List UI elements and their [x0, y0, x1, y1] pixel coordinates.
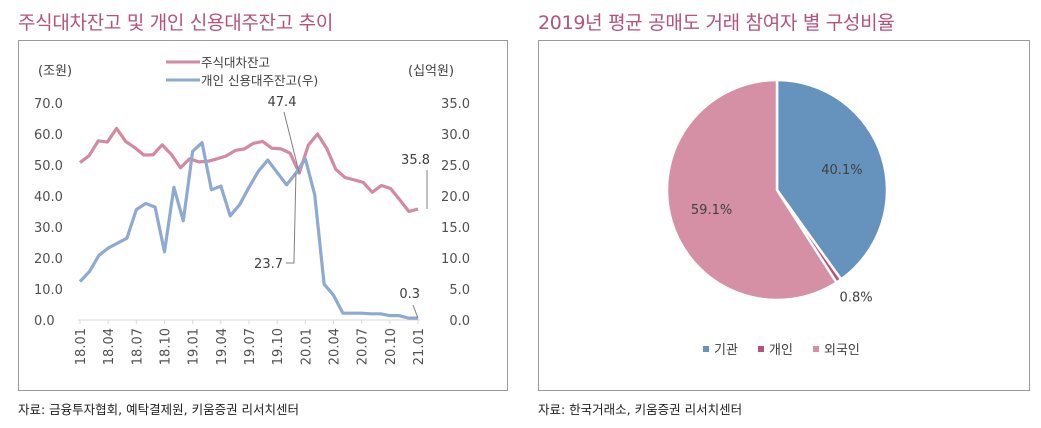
- right-chart-frame: [538, 40, 1030, 391]
- legend-label-retail-short: 개인 신용대주잔고(우): [201, 73, 318, 88]
- legend-swatch: [758, 346, 764, 352]
- x-tick-label: 20.04: [328, 328, 343, 365]
- legend-item-individual: 개인: [758, 343, 793, 358]
- x-tick-label: 18.10: [159, 328, 174, 365]
- legend-label: 외국인: [824, 343, 860, 358]
- y-left-tick-label: 0.0: [34, 314, 55, 329]
- y-left-tick-label: 20.0: [34, 252, 63, 267]
- x-tick-label: 20.07: [356, 328, 371, 365]
- annotation-leader-47-4: [283, 111, 300, 174]
- legend-swatch: [813, 346, 819, 352]
- x-tick-label: 19.04: [215, 328, 230, 365]
- annotation-23-7: 23.7: [254, 257, 283, 272]
- series-line-retail-short: [78, 141, 418, 320]
- y-right-tick-label: 10.0: [441, 252, 470, 267]
- pie-slice-foreigner: [665, 78, 838, 302]
- annotation-leader-23-7: [285, 173, 297, 264]
- x-tick-label: 21.01: [412, 328, 427, 365]
- x-tick-label: 20.01: [299, 328, 314, 365]
- left-chart-source: 자료: 금융투자협회, 예탁결제원, 키움증권 리서치센터: [18, 402, 300, 417]
- x-tick-label: 19.10: [271, 328, 286, 365]
- x-tick-label: 18.04: [102, 328, 117, 365]
- x-tick-label: 20.10: [384, 328, 399, 365]
- annotation-leader-0-3: [412, 304, 419, 319]
- y-right-tick-label: 20.0: [441, 190, 470, 205]
- left-chart-title: 주식대차잔고 및 개인 신용대주잔고 추이: [18, 12, 334, 34]
- y-right-tick-label: 5.0: [449, 283, 470, 298]
- series-line-stock-lending: [79, 126, 419, 214]
- y-right-tick-label: 35.0: [441, 97, 470, 112]
- y-left-tick-label: 30.0: [34, 221, 63, 236]
- pie-label-individual: 0.8%: [840, 291, 873, 306]
- legend-label: 개인: [769, 343, 793, 358]
- y-right-tick-label: 30.0: [441, 128, 470, 143]
- right-chart-title: 2019년 평균 공매도 거래 참여자 별 구성비율: [538, 12, 895, 34]
- right-axis-unit: (십억원): [408, 64, 454, 79]
- pie-slice-institution: [775, 78, 889, 281]
- y-left-tick-label: 60.0: [34, 128, 63, 143]
- pie-label-institution: 40.1%: [821, 163, 862, 178]
- legend-label: 기관: [714, 343, 738, 358]
- x-tick-label: 19.07: [243, 328, 258, 365]
- y-right-tick-label: 25.0: [441, 159, 470, 174]
- y-left-tick-label: 50.0: [34, 159, 63, 174]
- x-tick-label: 18.01: [74, 328, 89, 365]
- annotation-35-8: 35.8: [401, 153, 430, 168]
- x-tick-label: 18.07: [130, 328, 145, 365]
- line-chart: (조원) (십억원) 주식대차잔고 개인 신용대주잔고(우) 0.0 10.0 20…: [34, 55, 470, 365]
- pie-label-foreigner: 59.1%: [691, 203, 732, 218]
- legend-swatch: [703, 346, 709, 352]
- y-right-tick-label: 0.0: [449, 314, 470, 329]
- annotation-47-4: 47.4: [268, 95, 297, 110]
- legend-item-foreigner: 외국인: [813, 343, 860, 358]
- y-left-tick-label: 40.0: [34, 190, 63, 205]
- y-right-tick-label: 15.0: [441, 221, 470, 236]
- y-left-tick-label: 70.0: [34, 97, 63, 112]
- legend-label-stock-lending: 주식대차잔고: [201, 55, 270, 70]
- annotation-0-3: 0.3: [399, 287, 420, 302]
- right-chart-source: 자료: 한국거래소, 키움증권 리서치센터: [538, 402, 743, 417]
- pie-chart: 40.1% 0.8% 59.1% 기관 개인 외국인: [665, 78, 889, 358]
- line-legend: 주식대차잔고 개인 신용대주잔고(우): [166, 55, 318, 88]
- legend-item-institution: 기관: [703, 343, 738, 358]
- x-tick-label: 19.01: [187, 328, 202, 365]
- left-chart-frame: [18, 40, 508, 391]
- y-left-tick-label: 10.0: [34, 283, 63, 298]
- left-axis-unit: (조원): [38, 64, 72, 79]
